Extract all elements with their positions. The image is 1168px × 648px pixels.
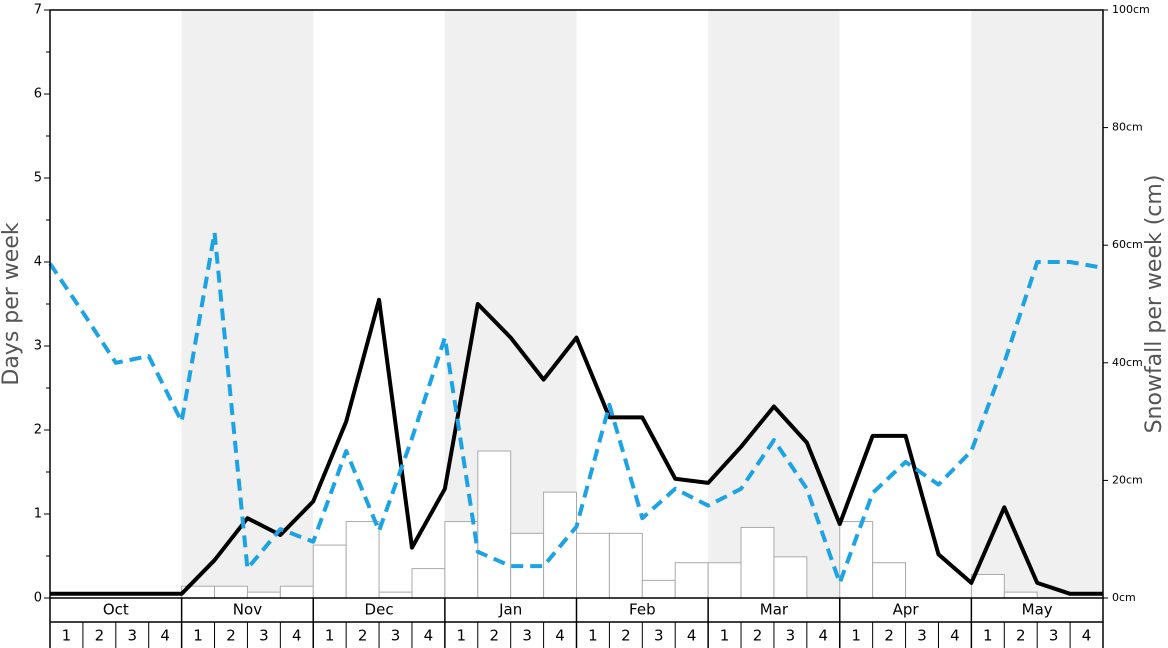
y-tick-label: 2 <box>34 423 42 438</box>
week-label: 1 <box>851 627 861 645</box>
snow-bar <box>674 562 709 599</box>
snow-bar <box>839 521 874 599</box>
snow-bar <box>279 585 314 599</box>
y2-tick-label: 40cm <box>1112 356 1143 369</box>
week-label: 2 <box>226 627 236 645</box>
week-label: 3 <box>522 627 532 645</box>
y-tick-label: 3 <box>34 339 42 354</box>
snow-bar <box>378 591 413 599</box>
week-label: 1 <box>325 627 335 645</box>
snow-bar <box>970 573 1005 599</box>
snow-bar <box>641 579 676 599</box>
week-label: 2 <box>884 627 894 645</box>
week-label: 4 <box>687 627 697 645</box>
snow-bar <box>707 562 742 599</box>
snow-bar <box>872 562 907 599</box>
y-tick-label: 0 <box>34 591 42 606</box>
month-label: Nov <box>233 601 262 619</box>
week-label: 2 <box>753 627 763 645</box>
week-label: 1 <box>588 627 598 645</box>
week-label: 2 <box>489 627 499 645</box>
y-tick-label: 1 <box>34 507 42 522</box>
week-label: 4 <box>292 627 302 645</box>
month-label: Apr <box>893 601 920 619</box>
snow-bar <box>608 532 643 599</box>
week-label: 4 <box>555 627 565 645</box>
snow-bar <box>740 526 775 599</box>
snow-bar <box>345 521 380 599</box>
week-label: 3 <box>391 627 401 645</box>
week-label: 2 <box>1016 627 1026 645</box>
month-label: Oct <box>103 601 129 619</box>
week-label: 3 <box>1049 627 1059 645</box>
solid-line <box>50 297 1103 596</box>
dashed-line <box>48 230 1104 585</box>
week-label: 1 <box>62 627 72 645</box>
week-label: 1 <box>193 627 203 645</box>
snow-bar <box>444 521 479 599</box>
week-label: 1 <box>720 627 730 645</box>
month-shade <box>708 10 840 598</box>
snow-bar <box>576 532 610 599</box>
snow-bar <box>1003 591 1038 599</box>
y-axis-title: Days per week <box>0 222 24 385</box>
snow-bar <box>246 591 281 599</box>
week-label: 1 <box>457 627 467 645</box>
snow-bar <box>214 585 248 599</box>
week-label: 2 <box>358 627 368 645</box>
snow-bar <box>312 544 347 599</box>
week-label: 4 <box>950 627 960 645</box>
week-label: 3 <box>259 627 269 645</box>
snow-bar <box>411 568 446 599</box>
week-label: 3 <box>786 627 796 645</box>
month-label: Jan <box>498 601 522 619</box>
month-label: Feb <box>629 601 656 619</box>
week-label: 4 <box>160 627 170 645</box>
y-tick-label: 7 <box>34 3 42 18</box>
snow-bar <box>773 556 808 599</box>
y-tick-label: 4 <box>34 255 42 270</box>
y2-tick-label: 60cm <box>1112 238 1143 251</box>
y-tick-label: 6 <box>34 87 42 102</box>
week-label: 3 <box>127 627 137 645</box>
month-shade <box>971 10 1103 598</box>
y2-tick-label: 0cm <box>1112 591 1136 604</box>
y2-tick-label: 80cm <box>1112 121 1143 134</box>
week-label: 2 <box>621 627 631 645</box>
week-label: 2 <box>95 627 105 645</box>
month-label: Mar <box>760 601 789 619</box>
y-tick-label: 5 <box>34 171 42 186</box>
snow-bar <box>477 450 512 599</box>
y2-tick-label: 100cm <box>1112 3 1150 16</box>
week-label: 4 <box>819 627 829 645</box>
week-label: 1 <box>983 627 993 645</box>
month-label: May <box>1022 601 1053 619</box>
y2-tick-label: 20cm <box>1112 473 1143 486</box>
week-label: 4 <box>424 627 434 645</box>
month-label: Dec <box>365 601 394 619</box>
week-label: 3 <box>917 627 927 645</box>
week-label: 4 <box>1082 627 1092 645</box>
y2-axis-title: Snowfall per week (cm) <box>1142 175 1167 434</box>
week-label: 3 <box>654 627 664 645</box>
